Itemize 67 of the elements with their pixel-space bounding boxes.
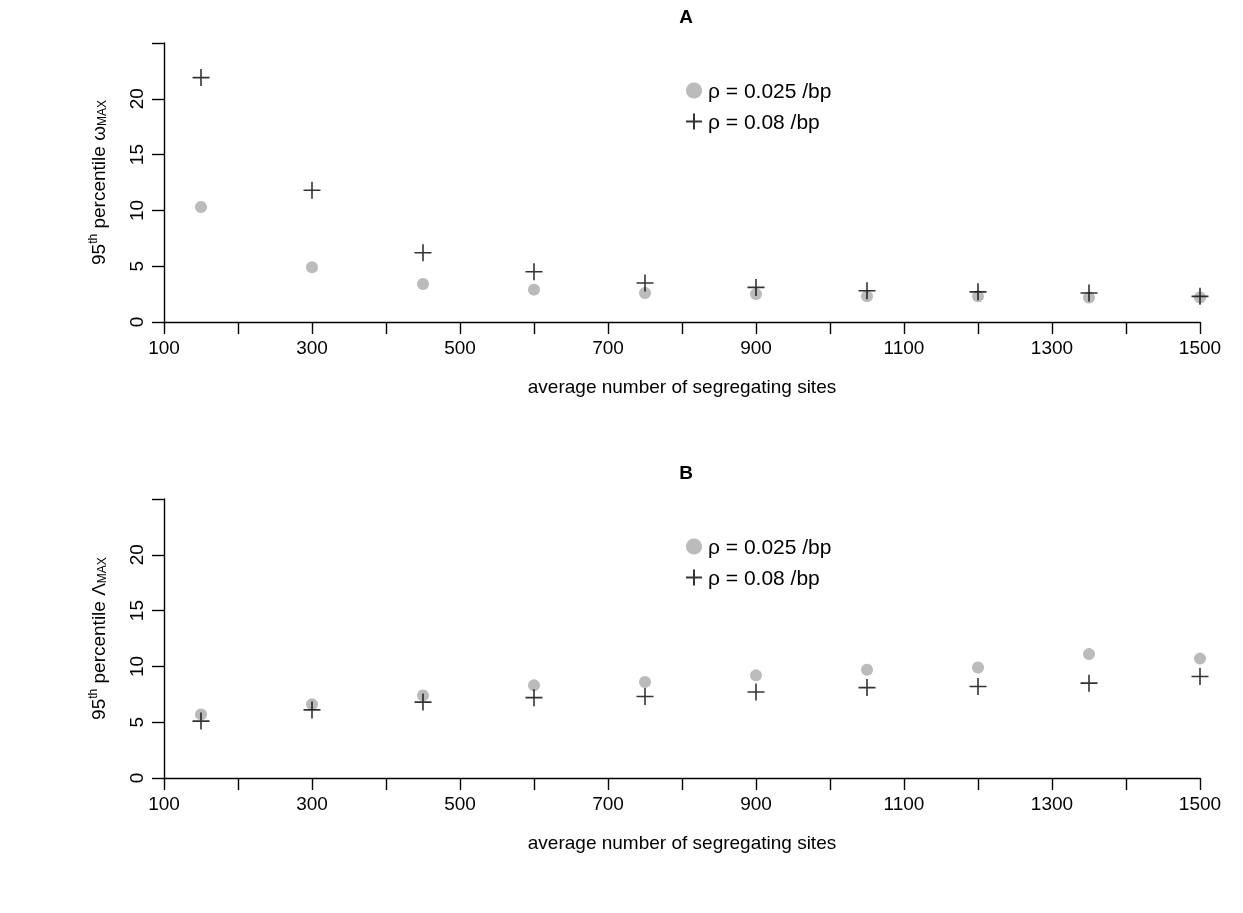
point bbox=[639, 676, 651, 689]
x-tick-label: 1300 bbox=[1030, 337, 1074, 358]
point bbox=[746, 278, 766, 297]
chart-title: A bbox=[679, 6, 694, 27]
point bbox=[857, 678, 877, 697]
x-tick-label: 300 bbox=[296, 337, 328, 358]
x-tick-label: 100 bbox=[148, 793, 180, 814]
x-tick-label: 900 bbox=[740, 337, 772, 358]
y-tick-label: 10 bbox=[126, 199, 147, 221]
point bbox=[635, 687, 655, 706]
x-tick-label: 1500 bbox=[1178, 337, 1222, 358]
point bbox=[861, 663, 873, 676]
point bbox=[968, 282, 988, 302]
y-axis-title: 95th percentile ωMAX bbox=[86, 100, 109, 265]
x-tick-label: 700 bbox=[592, 337, 624, 358]
x-tick-label: 500 bbox=[444, 793, 476, 814]
point bbox=[1194, 652, 1206, 665]
x-tick-label: 700 bbox=[592, 793, 624, 814]
point bbox=[413, 243, 433, 263]
point bbox=[302, 700, 322, 720]
x-axis-title: average number of segregating sites bbox=[527, 832, 837, 853]
x-tick-label: 100 bbox=[148, 337, 180, 358]
legend-label: ρ = 0.08 /bp bbox=[708, 566, 820, 589]
x-tick-label: 1300 bbox=[1030, 793, 1074, 814]
x-tick-label: 500 bbox=[444, 337, 476, 358]
x-tick-label: 300 bbox=[296, 793, 328, 814]
point bbox=[528, 679, 540, 692]
point bbox=[1079, 283, 1099, 303]
y-tick-label: 10 bbox=[126, 655, 147, 677]
point bbox=[1079, 673, 1099, 693]
y-tick-label: 20 bbox=[126, 88, 147, 110]
point bbox=[1190, 287, 1210, 306]
point bbox=[195, 201, 207, 214]
y-tick-label: 15 bbox=[126, 600, 147, 622]
point bbox=[413, 692, 433, 712]
y-tick-label: 0 bbox=[126, 772, 147, 784]
point bbox=[528, 283, 540, 296]
x-tick-label: 1500 bbox=[1178, 793, 1222, 814]
y-tick-label: 5 bbox=[126, 260, 147, 272]
point bbox=[1190, 667, 1210, 686]
chart-title: B bbox=[679, 462, 693, 483]
point bbox=[306, 261, 318, 274]
point bbox=[191, 711, 211, 731]
point bbox=[524, 262, 544, 282]
x-tick-label: 1100 bbox=[883, 793, 925, 814]
y-tick-label: 0 bbox=[126, 316, 147, 328]
point bbox=[857, 281, 877, 301]
point bbox=[524, 688, 544, 707]
point bbox=[639, 286, 651, 299]
point bbox=[968, 677, 988, 696]
x-tick-label: 900 bbox=[740, 793, 772, 814]
point bbox=[746, 682, 766, 702]
y-tick-label: 20 bbox=[126, 544, 147, 566]
x-axis-title: average number of segregating sites bbox=[527, 376, 837, 397]
y-tick-label: 5 bbox=[126, 716, 147, 728]
legend-label: ρ = 0.025 /bp bbox=[708, 535, 832, 558]
point bbox=[1083, 648, 1095, 661]
point bbox=[191, 68, 211, 87]
point bbox=[302, 181, 322, 200]
y-tick-label: 15 bbox=[126, 144, 147, 166]
legend-label: ρ = 0.025 /bp bbox=[708, 79, 832, 102]
point bbox=[635, 273, 655, 293]
point bbox=[417, 278, 429, 291]
point bbox=[750, 669, 762, 682]
point bbox=[972, 661, 984, 674]
x-tick-label: 1100 bbox=[883, 337, 925, 358]
legend-label: ρ = 0.08 /bp bbox=[708, 110, 820, 133]
